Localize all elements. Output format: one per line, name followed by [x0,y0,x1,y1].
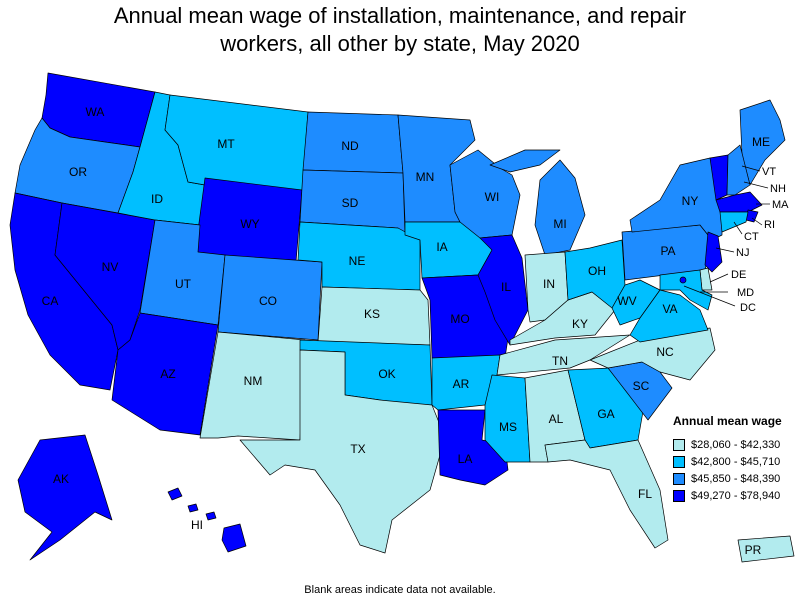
label-OH: OH [588,264,606,278]
label-NM: NM [244,374,263,388]
legend-swatch-4 [673,489,685,502]
label-LA: LA [458,452,473,466]
label-VA: VA [662,302,677,316]
state-LA[interactable] [437,409,509,486]
label-HI: HI [191,518,203,532]
label-WA: WA [86,105,105,119]
state-VA[interactable] [629,289,709,343]
label-NY: NY [682,194,699,208]
map-title-line-1: Annual mean wage of installation, mainte… [113,3,687,28]
label-AR: AR [453,377,470,391]
label-leader-lines [683,165,770,307]
label-AZ: AZ [160,367,175,381]
legend-item-1: $28,060 - $42,330 [673,436,798,453]
label-MO: MO [450,312,469,326]
state-NH[interactable] [726,144,751,196]
label-CT: CT [744,231,759,243]
label-AL: AL [549,412,564,426]
state-WI[interactable] [449,149,521,239]
state-MI[interactable] [489,149,586,256]
legend-item-3: $45,850 - $48,390 [673,470,798,487]
label-MI: MI [553,217,566,231]
label-ND: ND [341,139,359,153]
label-MT: MT [217,137,235,151]
legend: Annual mean wage $28,060 - $42,330 $42,8… [673,414,798,504]
label-OR: OR [69,165,87,179]
map-title-line-2: workers, all other by state, May 2020 [220,31,580,56]
state-HI[interactable] [167,487,247,553]
label-SC: SC [633,379,650,393]
state-PR[interactable] [737,535,795,563]
label-WI: WI [485,190,500,204]
label-ME: ME [752,135,770,149]
legend-swatch-3 [673,472,685,485]
state-MT[interactable] [164,94,309,193]
label-DE: DE [731,269,746,281]
legend-swatch-2 [673,455,685,468]
state-AZ[interactable] [111,312,219,436]
label-PA: PA [660,244,675,258]
legend-label-1: $28,060 - $42,330 [691,438,781,451]
label-IA: IA [436,240,447,254]
state-DC[interactable] [679,276,687,284]
legend-label-3: $45,850 - $48,390 [691,472,781,485]
label-NH: NH [770,183,786,195]
label-CA: CA [42,294,59,308]
state-NY[interactable] [629,157,723,241]
label-KY: KY [572,317,588,331]
label-IL: IL [501,280,511,294]
label-DC: DC [740,302,756,314]
label-NV: NV [102,260,119,274]
state-FL[interactable] [544,439,669,549]
legend-item-2: $42,800 - $45,710 [673,453,798,470]
label-MD: MD [737,287,754,299]
legend-label-4: $49,270 - $78,940 [691,489,781,502]
label-IN: IN [543,277,555,291]
map-title: Annual mean wage of installation, mainte… [0,2,800,58]
label-SD: SD [342,196,359,210]
label-NE: NE [349,254,366,268]
label-KS: KS [364,307,380,321]
label-RI: RI [764,219,775,231]
label-CO: CO [259,294,277,308]
label-UT: UT [175,277,192,291]
label-OK: OK [378,367,395,381]
label-MA: MA [772,199,789,211]
label-VT: VT [762,166,776,178]
state-IL[interactable] [477,234,529,346]
label-TN: TN [552,354,568,368]
legend-item-4: $49,270 - $78,940 [673,487,798,504]
label-WV: WV [617,294,636,308]
state-NJ[interactable] [704,231,723,273]
label-TX: TX [350,442,365,456]
footnote: Blank areas indicate data not available. [304,584,496,596]
label-PR: PR [745,543,762,557]
legend-title: Annual mean wage [673,414,782,428]
label-ID: ID [151,192,163,206]
state-AK[interactable] [17,434,113,561]
legend-label-2: $42,800 - $45,710 [691,455,781,468]
label-NJ: NJ [736,247,749,259]
legend-swatch-1 [673,438,685,451]
label-MN: MN [416,170,435,184]
label-GA: GA [597,407,614,421]
state-MD[interactable] [659,269,713,311]
label-WY: WY [240,217,259,231]
label-NC: NC [656,345,674,359]
label-FL: FL [638,487,652,501]
label-AK: AK [53,472,69,486]
state-TX[interactable] [239,349,441,554]
state-KS[interactable] [317,286,431,346]
label-MS: MS [499,420,517,434]
